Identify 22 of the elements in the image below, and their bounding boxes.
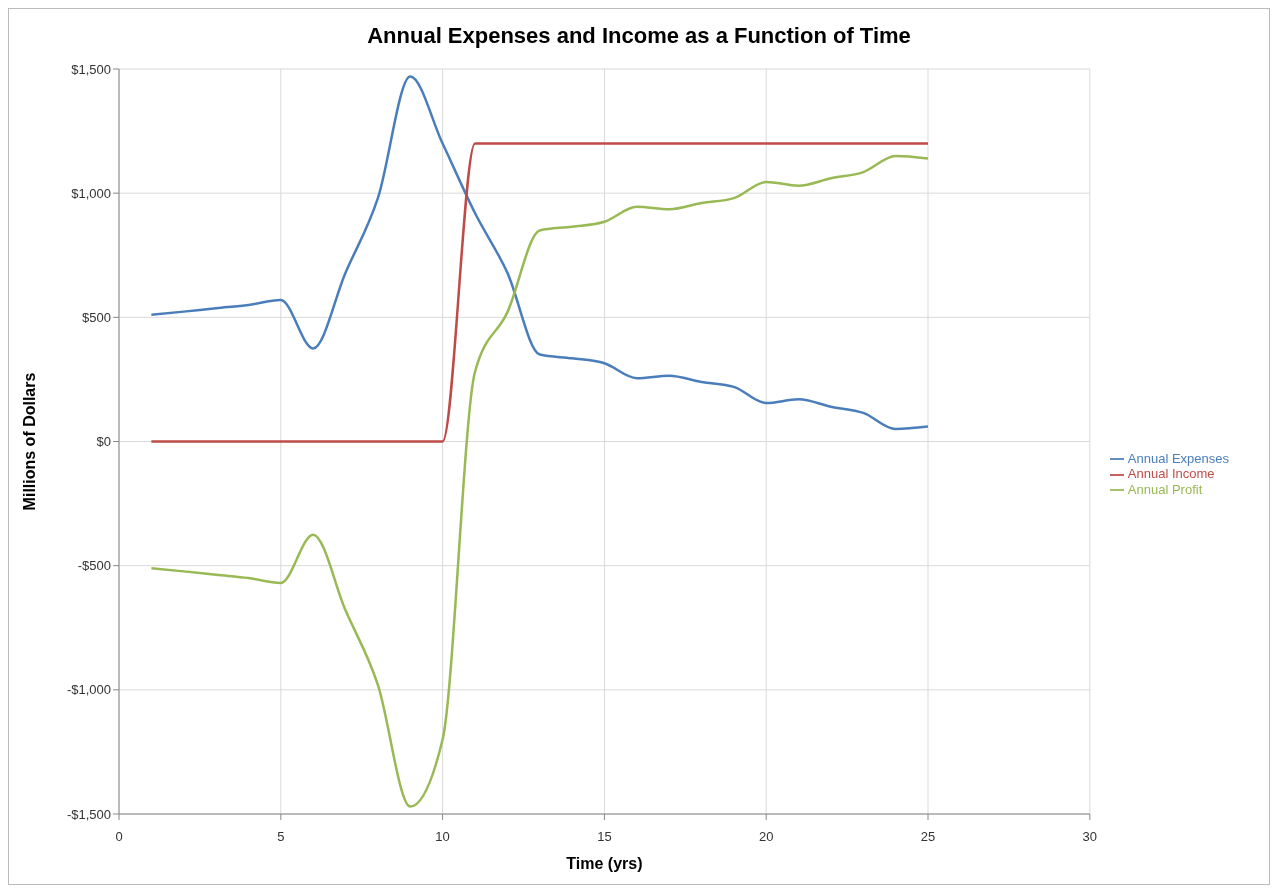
y-tick-label: $0: [96, 434, 111, 450]
y-tick-label: $500: [82, 309, 111, 325]
y-tick-label: -$500: [77, 558, 111, 574]
x-tick-label: 20: [758, 829, 774, 845]
x-tick-label: 5: [277, 829, 285, 845]
x-tick-label: 25: [920, 829, 936, 845]
legend-label: Annual Profit: [1127, 481, 1203, 497]
x-tick-label: 30: [1082, 829, 1098, 845]
y-tick-label: $1,000: [71, 185, 111, 201]
line-series: [150, 154, 930, 808]
y-tick-label: -$1,000: [66, 682, 111, 698]
y-tick-label: -$1,500: [66, 806, 111, 822]
line-series: [150, 75, 930, 431]
x-axis-title: Time (yrs): [566, 855, 643, 872]
chart-title: Annual Expenses and Income as a Function of Time: [366, 22, 912, 50]
y-tick-label: $1,500: [71, 61, 111, 77]
y-axis-title: Millions of Dollars: [20, 372, 38, 511]
x-tick-label: 15: [597, 829, 612, 845]
x-tick-label: 0: [115, 829, 123, 845]
legend-label: Annual Expenses: [1127, 450, 1229, 466]
legend-label: Annual Income: [1127, 466, 1215, 482]
x-tick-label: 10: [435, 829, 450, 845]
